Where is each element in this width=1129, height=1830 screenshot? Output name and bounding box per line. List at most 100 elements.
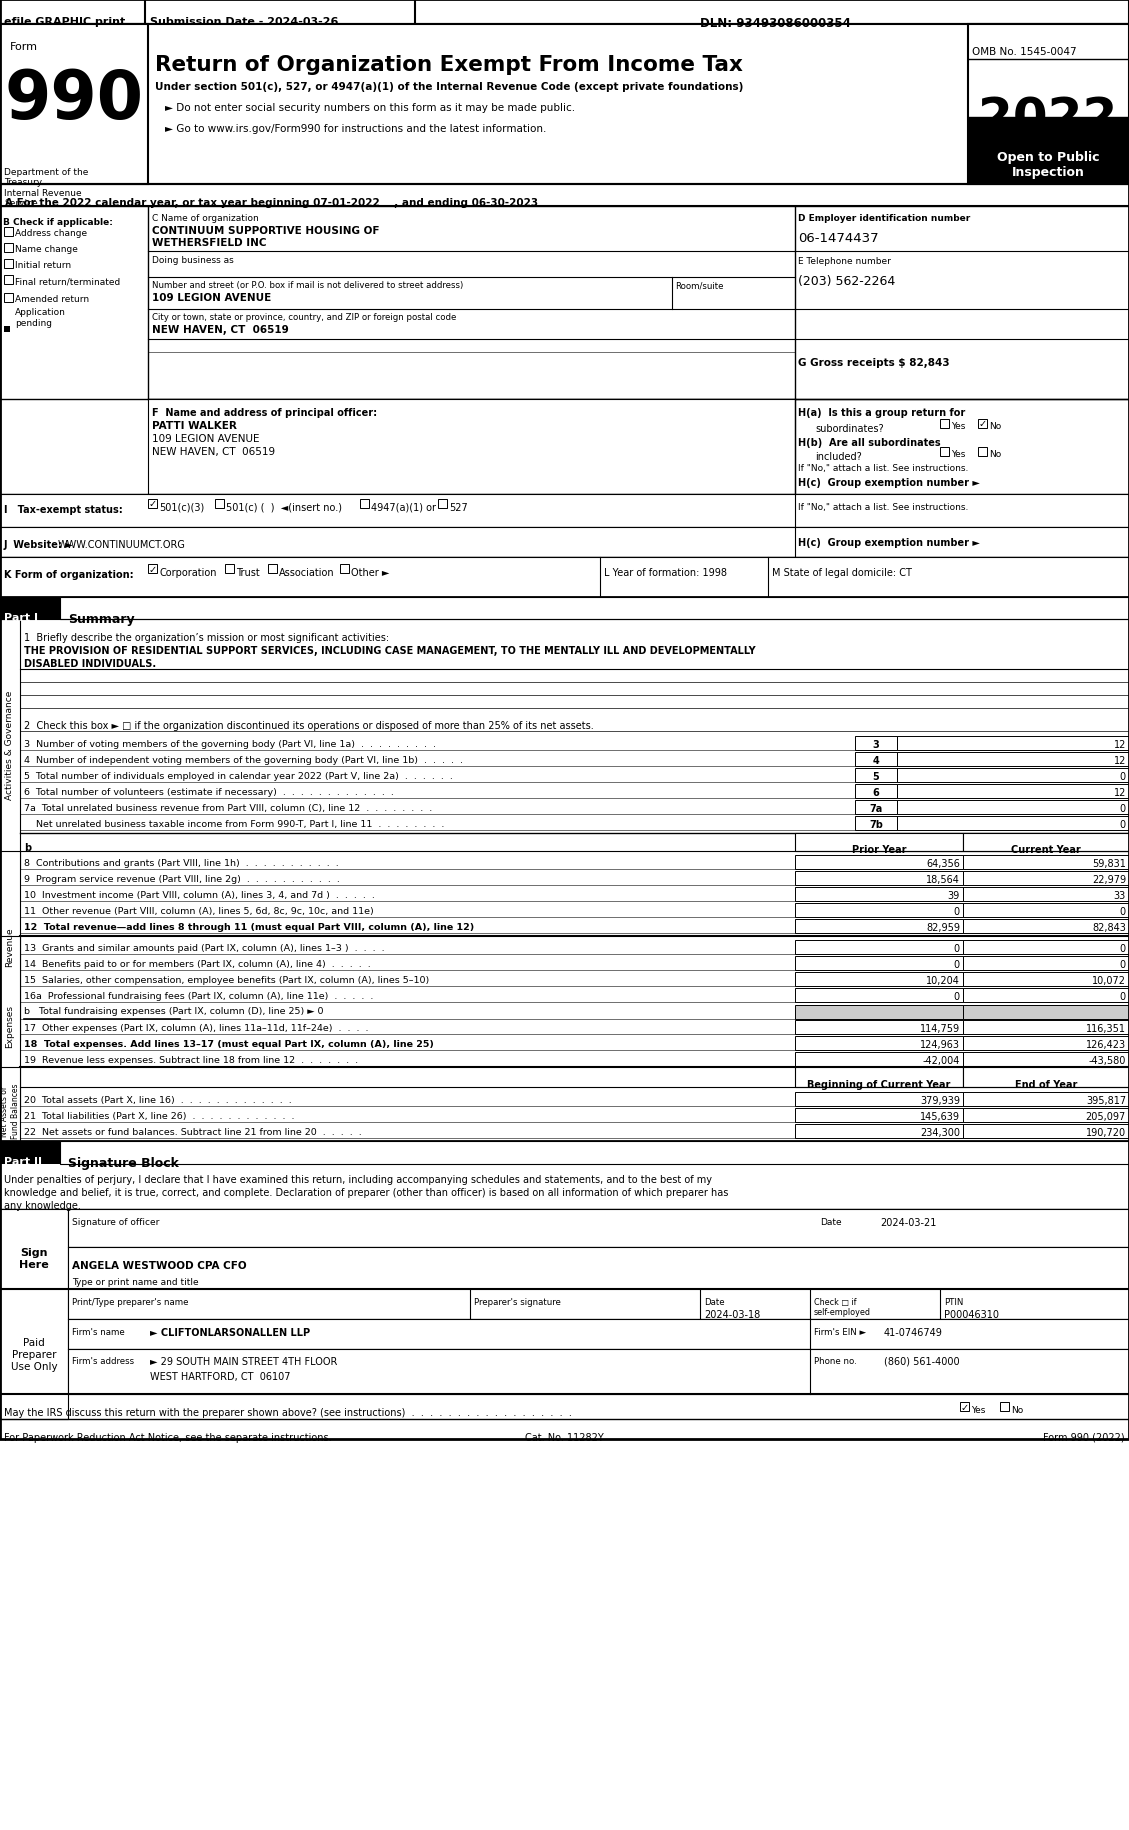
Text: 13  Grants and similar amounts paid (Part IX, column (A), lines 1–3 )  .  .  .  : 13 Grants and similar amounts paid (Part… — [24, 944, 385, 952]
Text: 0: 0 — [1120, 944, 1126, 953]
Text: Under section 501(c), 527, or 4947(a)(1) of the Internal Revenue Code (except pr: Under section 501(c), 527, or 4947(a)(1)… — [155, 82, 743, 92]
Text: End of Year: End of Year — [1015, 1080, 1077, 1089]
Text: 06-1474437: 06-1474437 — [798, 232, 878, 245]
Bar — [968, 117, 1129, 185]
Bar — [898, 816, 1129, 831]
Bar — [855, 800, 898, 814]
Bar — [5, 243, 14, 253]
Text: 4: 4 — [873, 756, 879, 765]
Text: ► CLIFTONLARSONALLEN LLP: ► CLIFTONLARSONALLEN LLP — [150, 1327, 310, 1338]
Text: Trust: Trust — [236, 567, 260, 578]
Text: H(b)  Are all subordinates: H(b) Are all subordinates — [798, 437, 940, 448]
Bar — [963, 919, 1129, 933]
Bar — [963, 1109, 1129, 1122]
Text: Summary: Summary — [68, 613, 134, 626]
Text: 14  Benefits paid to or for members (Part IX, column (A), line 4)  .  .  .  .  .: 14 Benefits paid to or for members (Part… — [24, 959, 370, 968]
Text: 6: 6 — [873, 787, 879, 798]
Text: Other ►: Other ► — [351, 567, 390, 578]
Text: 7b: 7b — [869, 820, 883, 829]
Text: Preparer's signature: Preparer's signature — [474, 1297, 561, 1307]
Text: 379,939: 379,939 — [920, 1096, 960, 1105]
Text: 0: 0 — [1120, 906, 1126, 917]
Text: Part II: Part II — [5, 1157, 42, 1166]
Text: 15  Salaries, other compensation, employee benefits (Part IX, column (A), lines : 15 Salaries, other compensation, employe… — [24, 975, 429, 985]
Text: Yes: Yes — [951, 450, 965, 459]
Bar — [795, 1021, 963, 1034]
Text: b: b — [24, 842, 32, 853]
Text: WEST HARTFORD, CT  06107: WEST HARTFORD, CT 06107 — [150, 1371, 290, 1382]
Text: 41-0746749: 41-0746749 — [884, 1327, 943, 1338]
Text: Address change: Address change — [15, 229, 87, 238]
Bar — [795, 904, 963, 917]
Bar — [795, 941, 963, 955]
Bar — [963, 1036, 1129, 1050]
Bar — [5, 229, 14, 236]
Text: 2  Check this box ► □ if the organization discontinued its operations or dispose: 2 Check this box ► □ if the organization… — [24, 721, 594, 730]
Bar — [898, 737, 1129, 750]
Bar — [898, 752, 1129, 767]
Text: No: No — [989, 450, 1001, 459]
Text: ✓: ✓ — [148, 564, 157, 575]
Text: 8  Contributions and grants (Part VIII, line 1h)  .  .  .  .  .  .  .  .  .  .  : 8 Contributions and grants (Part VIII, l… — [24, 858, 339, 867]
Bar — [963, 1124, 1129, 1138]
Text: efile GRAPHIC print: efile GRAPHIC print — [5, 16, 125, 27]
Bar — [795, 871, 963, 886]
Text: ✓: ✓ — [979, 419, 987, 430]
Bar — [855, 769, 898, 783]
Text: 0: 0 — [1120, 992, 1126, 1001]
Text: 10,204: 10,204 — [926, 975, 960, 986]
Bar — [855, 752, 898, 767]
Bar — [68, 1290, 1129, 1319]
Text: H(a)  Is this a group return for: H(a) Is this a group return for — [798, 408, 965, 417]
Bar — [963, 988, 1129, 1003]
Text: 114,759: 114,759 — [920, 1023, 960, 1034]
Text: Number and street (or P.O. box if mail is not delivered to street address): Number and street (or P.O. box if mail i… — [152, 280, 463, 289]
Text: 0: 0 — [954, 959, 960, 970]
Text: any knowledge.: any knowledge. — [5, 1200, 81, 1210]
Text: Net Assets or
Fund Balances: Net Assets or Fund Balances — [0, 1083, 19, 1138]
Bar — [438, 500, 447, 509]
Bar — [795, 888, 963, 902]
Text: Final return/terminated: Final return/terminated — [15, 276, 121, 285]
Bar — [148, 399, 795, 494]
Text: 3: 3 — [873, 739, 879, 750]
Bar — [795, 1005, 963, 1019]
Text: Application: Application — [15, 307, 65, 317]
Text: PTIN: PTIN — [944, 1297, 963, 1307]
Bar — [268, 565, 277, 573]
Bar — [940, 419, 949, 428]
Text: 18  Total expenses. Add lines 13–17 (must equal Part IX, column (A), line 25): 18 Total expenses. Add lines 13–17 (must… — [24, 1039, 434, 1049]
Bar — [795, 1109, 963, 1122]
Bar — [795, 957, 963, 970]
Text: E Telephone number: E Telephone number — [798, 256, 891, 265]
Text: I   Tax-exempt status:: I Tax-exempt status: — [5, 505, 123, 514]
Bar — [795, 1067, 963, 1087]
Bar — [68, 1319, 1129, 1349]
Bar — [795, 1052, 963, 1067]
Text: 9  Program service revenue (Part VIII, line 2g)  .  .  .  .  .  .  .  .  .  .  .: 9 Program service revenue (Part VIII, li… — [24, 875, 340, 884]
Text: WWW.CONTINUUMCT.ORG: WWW.CONTINUUMCT.ORG — [58, 540, 186, 549]
Bar — [795, 988, 963, 1003]
Text: Print/Type preparer's name: Print/Type preparer's name — [72, 1297, 189, 1307]
Bar — [963, 888, 1129, 902]
Text: B Check if applicable:: B Check if applicable: — [3, 218, 113, 227]
Text: G Gross receipts $ 82,843: G Gross receipts $ 82,843 — [798, 359, 949, 368]
Bar — [960, 1402, 969, 1411]
Text: H(c)  Group exemption number ►: H(c) Group exemption number ► — [798, 478, 980, 489]
Text: 4  Number of independent voting members of the governing body (Part VI, line 1b): 4 Number of independent voting members o… — [24, 756, 463, 765]
Bar — [0, 0, 1129, 26]
Text: 18,564: 18,564 — [926, 875, 960, 884]
Bar — [0, 494, 1129, 527]
Text: included?: included? — [815, 452, 861, 461]
Text: 17  Other expenses (Part IX, column (A), lines 11a–11d, 11f–24e)  .  .  .  .: 17 Other expenses (Part IX, column (A), … — [24, 1023, 368, 1032]
Text: 0: 0 — [954, 944, 960, 953]
Bar — [795, 972, 963, 986]
Bar — [5, 276, 14, 285]
Text: 12: 12 — [1113, 739, 1126, 750]
Text: Sign
Here: Sign Here — [19, 1248, 49, 1268]
Text: 1  Briefly describe the organization’s mission or most significant activities:: 1 Briefly describe the organization’s mi… — [24, 633, 390, 642]
Text: Current Year: Current Year — [1012, 844, 1080, 855]
Text: 126,423: 126,423 — [1086, 1039, 1126, 1049]
Bar — [340, 565, 349, 573]
Text: Submission Date - 2024-03-26: Submission Date - 2024-03-26 — [150, 16, 339, 27]
